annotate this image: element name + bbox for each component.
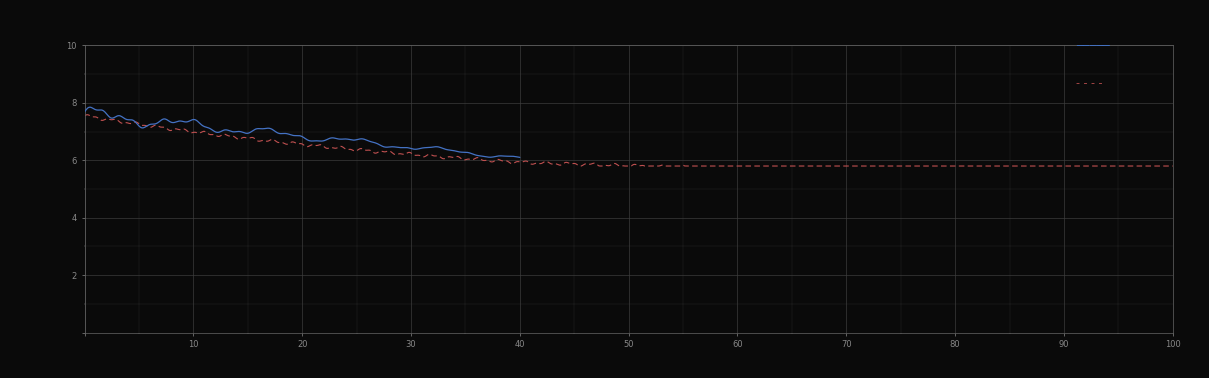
- Text: ─────: ─────: [1076, 40, 1110, 50]
- Text: - - - -: - - - -: [1076, 78, 1103, 88]
